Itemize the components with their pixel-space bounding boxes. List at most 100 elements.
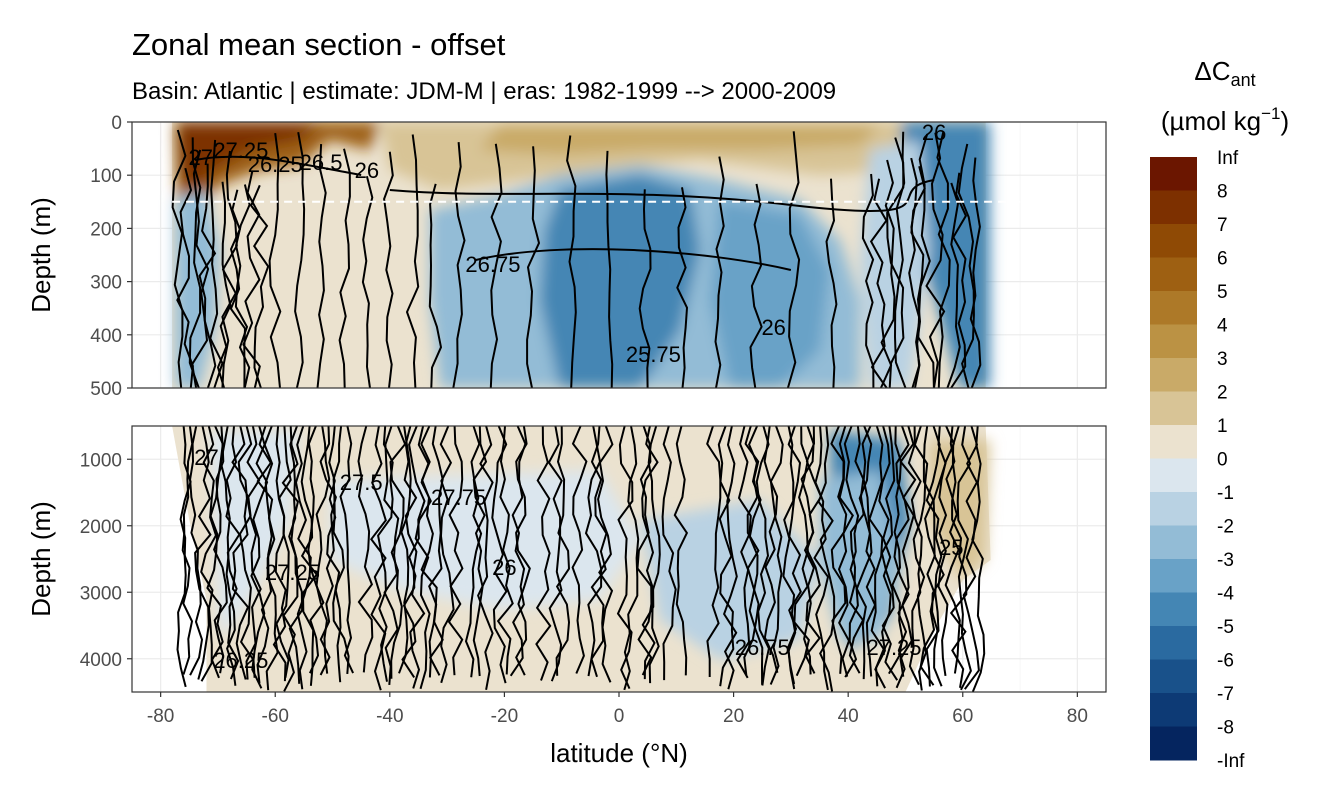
contour-line	[584, 426, 603, 677]
contour-line	[338, 148, 351, 388]
contour-line	[763, 426, 779, 674]
contour-line	[428, 426, 444, 676]
contour-line	[893, 426, 910, 689]
panel-upper-contour-labels: 27 27.25 26.526.25 26 26.75 26 25.75 26	[189, 120, 947, 367]
contour-line	[535, 426, 552, 681]
contour-label: 26.5	[300, 150, 343, 175]
contour-line	[837, 426, 854, 677]
contour-line	[491, 426, 508, 684]
contour-line	[956, 426, 972, 691]
y-tick-label: 3000	[80, 583, 122, 604]
contour-label: 26	[355, 158, 379, 183]
contour-line	[398, 426, 412, 674]
contour-line	[263, 426, 279, 691]
y-tick-label: 1000	[80, 450, 122, 471]
contour-line	[623, 426, 640, 691]
contour-label: 25.75	[626, 342, 681, 367]
legend-swatch	[1150, 458, 1197, 493]
contour-line	[176, 167, 194, 388]
legend-label: 4	[1217, 316, 1228, 337]
contour-line	[786, 131, 801, 388]
contour-line	[888, 426, 904, 675]
contour-line	[389, 179, 935, 213]
y-axis-title-upper: Depth (m)	[26, 197, 56, 313]
legend-swatch	[1150, 726, 1197, 761]
contour-line	[962, 426, 980, 690]
legend-swatch	[1150, 425, 1197, 459]
panel-deep-y-axis: 1000 2000 3000 4000	[80, 450, 132, 671]
legend-label: 6	[1217, 249, 1228, 270]
contour-label: 26.25	[248, 152, 303, 177]
legend-label: -7	[1217, 684, 1234, 705]
contour-line	[547, 426, 563, 682]
contour-line	[464, 426, 483, 678]
contour-line	[452, 142, 466, 388]
legend-label: 8	[1217, 182, 1228, 203]
x-tick-label: 0	[614, 706, 625, 727]
contour-line	[234, 184, 251, 388]
legend-label: 7	[1217, 215, 1228, 236]
legend-label: 1	[1217, 416, 1228, 437]
contour-line	[868, 426, 885, 687]
contour-line	[357, 426, 374, 673]
x-tick-label: 40	[838, 706, 859, 727]
contour-label: 26	[922, 120, 946, 145]
contour-line	[925, 132, 946, 388]
colorbar-legend: ΔCant (µmol kg−1) Inf 8 7 6 5 4 3 2 1 0 -1 -2 -3 -4 -5…	[1150, 56, 1289, 772]
contour-label: 27.75	[431, 485, 486, 510]
contour-line	[971, 426, 986, 692]
legend-swatch	[1150, 492, 1197, 526]
contour-line	[405, 134, 420, 388]
y-tick-label: 400	[90, 326, 122, 347]
legend-label: -1	[1217, 483, 1234, 504]
y-tick-label: 2000	[80, 517, 122, 538]
contour-line	[855, 426, 873, 680]
contour-line	[209, 139, 224, 388]
contour-line	[861, 426, 877, 677]
contour-line	[188, 137, 202, 388]
contour-line	[268, 133, 282, 388]
x-tick-label: 80	[1067, 706, 1088, 727]
contour-line	[893, 131, 907, 388]
contour-line	[242, 171, 261, 388]
legend-swatch	[1150, 626, 1197, 660]
contour-line	[917, 133, 935, 388]
legend-swatch	[1150, 291, 1197, 325]
legend-swatch	[1150, 190, 1197, 225]
contour-line	[571, 426, 588, 674]
contour-line	[231, 426, 250, 680]
contour-line	[316, 144, 327, 388]
contour-line	[191, 149, 210, 388]
contour-line	[489, 143, 503, 388]
contour-label: 27.25	[213, 138, 268, 163]
contour-line	[249, 184, 270, 388]
legend-swatch	[1150, 324, 1197, 359]
contour-line	[315, 426, 331, 674]
panel-upper-y-axis: 0 100 200 300 400 500	[90, 113, 132, 400]
x-tick-label: 60	[952, 706, 973, 727]
legend-label: -2	[1217, 517, 1234, 538]
legend-label: Inf	[1217, 148, 1239, 169]
contour-line	[907, 426, 923, 686]
contour-line	[647, 426, 661, 684]
contour-line	[804, 426, 823, 674]
contour-label: 27.5	[340, 470, 383, 495]
panel-upper-border	[131, 121, 1107, 389]
contour-line	[597, 426, 614, 683]
deep-negative-anomaly-tropics	[640, 500, 820, 660]
panel-deep-field: 27 27.25 27.5 27.75 26 26.75 27.25 26.25 25	[172, 426, 991, 692]
y-tick-label: 500	[90, 379, 122, 400]
contour-line	[555, 426, 571, 676]
y-tick-label: 0	[111, 113, 122, 134]
contour-line	[401, 426, 418, 678]
x-axis: -80 -60 -40 -20 0 20 40 60 80	[147, 692, 1088, 727]
contour-line	[447, 426, 464, 676]
contour-line	[216, 181, 232, 388]
contour-line	[925, 426, 943, 687]
contour-line	[225, 426, 241, 680]
contour-line	[755, 426, 770, 686]
contour-label: 27	[194, 445, 218, 470]
legend-swatch	[1150, 559, 1197, 593]
contour-line	[526, 146, 541, 388]
upper-negative-anomaly-tropics-core	[540, 175, 700, 388]
